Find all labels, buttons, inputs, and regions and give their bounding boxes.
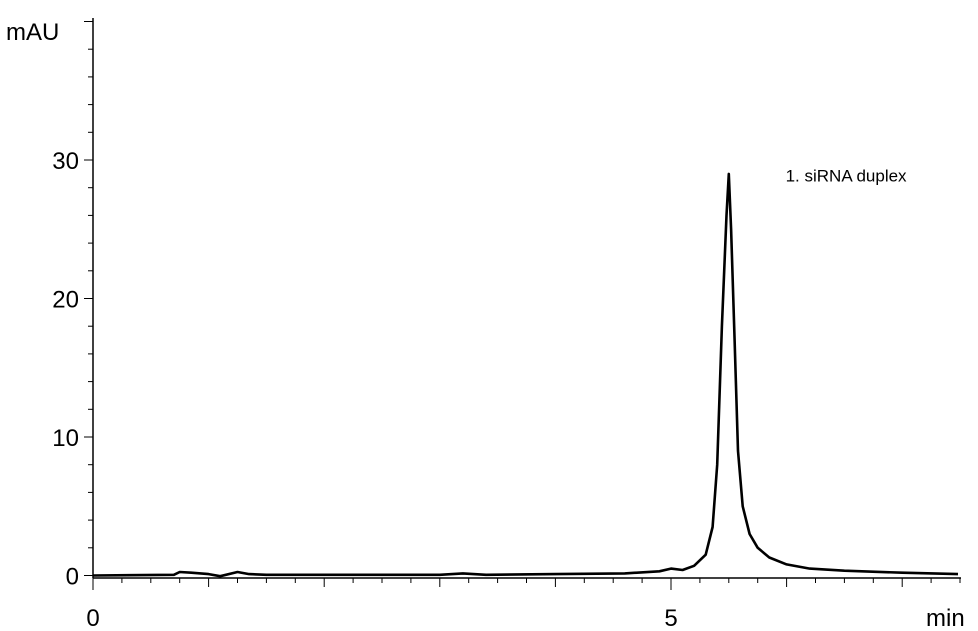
y-tick-label: 10 [52, 425, 79, 452]
y-tick-label: 30 [52, 148, 79, 175]
x-tick-label: 0 [86, 605, 99, 631]
tick-marks [84, 21, 961, 590]
x-tick-labels: 0510 [86, 605, 677, 631]
y-tick-labels: 0 10 20 30 [52, 148, 79, 591]
y-tick-label: 0 [66, 564, 79, 591]
y-tick-label: 20 [52, 287, 79, 314]
peak-annotation-label: 1. siRNA duplex [786, 166, 907, 185]
x-axis-unit-label: min [926, 605, 965, 631]
x-tick-label: 5 [664, 605, 677, 631]
y-axis-unit-label: mAU [6, 19, 59, 46]
series-trace [92, 172, 959, 578]
